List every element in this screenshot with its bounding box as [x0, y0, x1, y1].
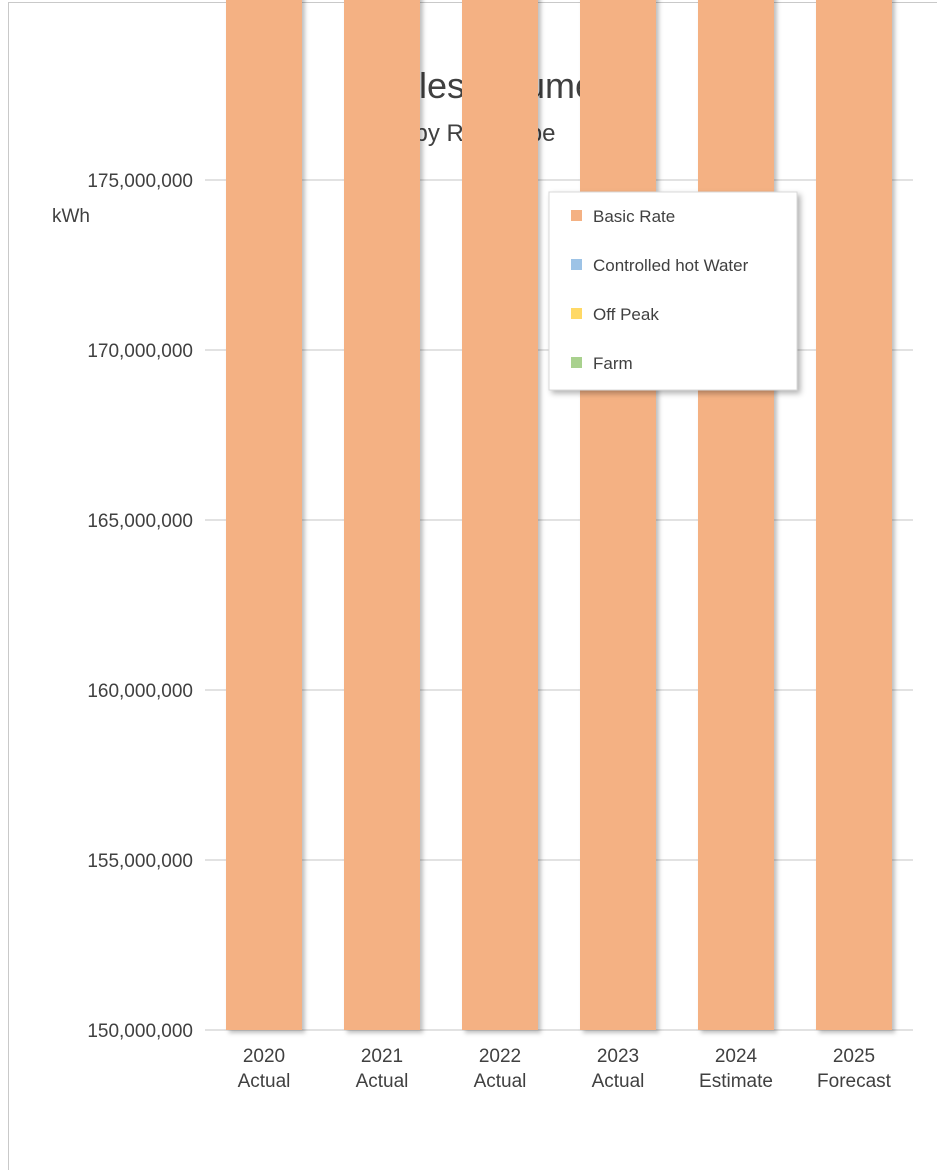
bar-segment: [226, 0, 302, 1030]
y-axis-unit-label: kWh: [52, 206, 90, 227]
bar-segment: [462, 0, 538, 1030]
bar-stack: [580, 0, 656, 1030]
y-tick-label: 175,000,000: [87, 171, 193, 192]
y-tick-label: 165,000,000: [87, 511, 193, 532]
legend-swatch: [571, 357, 582, 368]
x-tick-label: 2025: [833, 1046, 875, 1067]
x-tick-label: Estimate: [699, 1071, 773, 1092]
x-tick-label: 2022: [479, 1046, 521, 1067]
legend: Basic Rate Controlled hot Water Off Peak Fa…: [548, 191, 798, 391]
y-tick-label: 170,000,000: [87, 341, 193, 362]
legend-label: Basic Rate: [593, 207, 675, 226]
y-axis-ticks: 150,000,000 155,000,000 160,000,000 165,000…: [87, 171, 193, 1042]
legend-label: Farm: [593, 354, 633, 373]
bar-stack: [344, 0, 420, 1030]
y-tick-label: 150,000,000: [87, 1021, 193, 1042]
x-tick-label: Actual: [592, 1071, 645, 1092]
legend-label: Off Peak: [593, 305, 659, 324]
x-tick-label: Actual: [356, 1071, 409, 1092]
legend-swatch: [571, 210, 582, 221]
x-axis-ticks: 2020 Actual 2021 Actual 2022 Actual 2023 Actual…: [238, 1046, 892, 1092]
bar-stack: [816, 0, 892, 1030]
bar-stack: [226, 0, 302, 1030]
x-tick-label: 2020: [243, 1046, 285, 1067]
y-tick-label: 155,000,000: [87, 851, 193, 872]
legend-swatch: [571, 308, 582, 319]
x-tick-label: Forecast: [817, 1071, 892, 1092]
x-tick-label: 2024: [715, 1046, 758, 1067]
legend-box: [548, 191, 798, 391]
bar-segment: [698, 0, 774, 1030]
bar-segment: [344, 0, 420, 1030]
y-tick-label: 160,000,000: [87, 681, 193, 702]
legend-swatch: [571, 259, 582, 270]
x-tick-label: Actual: [474, 1071, 527, 1092]
x-tick-label: 2021: [361, 1046, 403, 1067]
gridlines: [205, 179, 913, 1031]
bar-segment: [816, 0, 892, 1030]
x-tick-label: 2023: [597, 1046, 639, 1067]
bar-stack: [698, 0, 774, 1030]
bar-stack: [462, 0, 538, 1030]
legend-label: Controlled hot Water: [593, 256, 749, 275]
bars: [226, 0, 892, 1030]
bar-segment: [580, 0, 656, 1030]
x-tick-label: Actual: [238, 1071, 291, 1092]
